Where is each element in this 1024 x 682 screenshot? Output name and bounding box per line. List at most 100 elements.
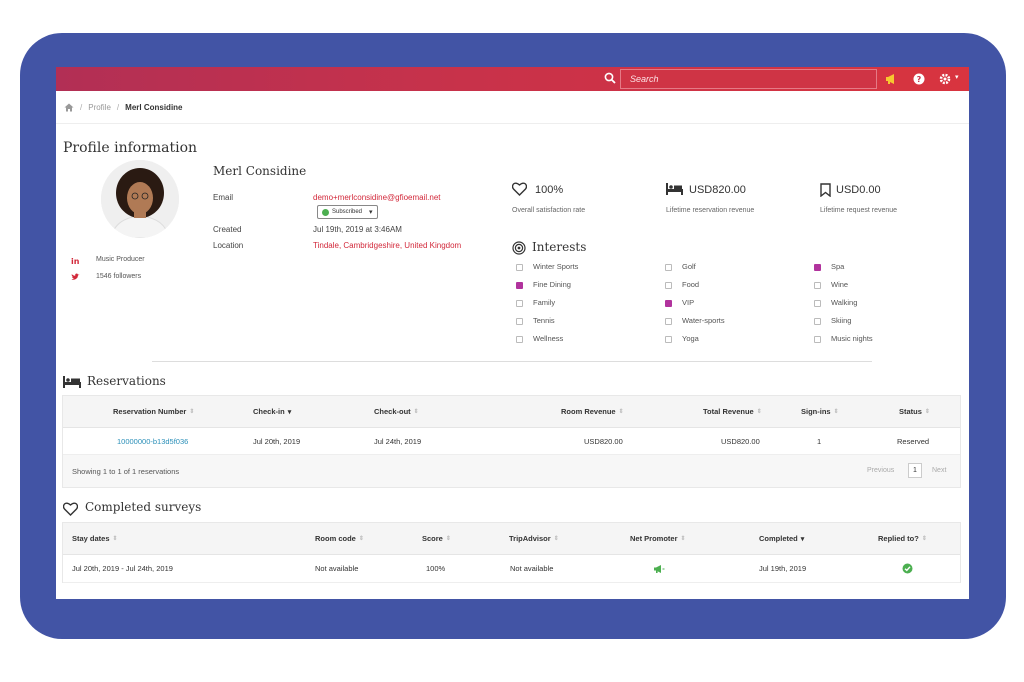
interest-item[interactable]: Golf [665,262,696,271]
status-dot [322,208,329,216]
interest-item[interactable]: Tennis [516,316,555,325]
stat-reservation-label: Lifetime reservation revenue [666,207,755,214]
interest-checkbox[interactable] [516,281,523,289]
table-footer: Showing 1 to 1 of 1 reservations Previou… [63,455,960,487]
help-icon[interactable]: ? [912,72,926,86]
col-tripadvisor[interactable]: TripAdvisor ⇕ [509,534,559,543]
reservation-number-link[interactable]: 10000000-b13d5f036 [117,436,189,446]
pagination-previous[interactable]: Previous [867,467,895,474]
reservations-table: Reservation Number ⇕ Check-in ▾ Check-out ⇕… [62,395,961,488]
table-row[interactable]: 10000000-b13d5f036 Jul 20th, 2019 Jul 24… [63,428,960,455]
col-stay-dates[interactable]: Stay dates ⇕ [72,534,118,543]
search-icon[interactable] [604,72,616,84]
gear-icon[interactable] [938,72,952,86]
interest-checkbox[interactable] [516,317,523,325]
col-reservation-number[interactable]: Reservation Number ⇕ [113,407,195,416]
replied-cell [902,555,913,582]
interest-checkbox[interactable] [665,263,672,271]
profile-section-title: Profile information [63,140,198,156]
interest-label: Golf [682,262,696,271]
interest-checkbox[interactable] [665,335,672,343]
interest-checkbox[interactable] [814,281,821,289]
interest-label: Fine Dining [533,280,571,289]
linkedin-icon[interactable]: in [71,256,80,265]
interest-item[interactable]: Wine [814,280,848,289]
col-score[interactable]: Score ⇕ [422,534,451,543]
breadcrumb-profile[interactable]: Profile [88,102,111,112]
profile-name: Merl Considine [213,164,307,178]
interest-checkbox[interactable] [665,281,672,289]
interest-label: Winter Sports [533,262,579,271]
table-header: Reservation Number ⇕ Check-in ▾ Check-out ⇕… [63,396,960,428]
col-completed[interactable]: Completed ▾ [759,534,805,543]
col-room-code[interactable]: Room code ⇕ [315,534,364,543]
interest-item[interactable]: Yoga [665,334,699,343]
subscription-dropdown[interactable]: Subscribed ▾ [317,205,378,219]
stat-request-value: USD0.00 [836,184,881,196]
pagination-page[interactable]: 1 [908,463,922,478]
megaphone-icon[interactable] [884,72,898,86]
col-check-out[interactable]: Check-out ⇕ [374,407,419,416]
twitter-followers: 1546 followers [96,273,142,280]
bed-icon [666,183,683,195]
home-icon[interactable] [64,103,74,112]
twitter-icon[interactable] [71,273,80,281]
interests-title: Interests [532,240,587,254]
interest-item[interactable]: Skiing [814,316,851,325]
interest-label: Walking [831,298,858,307]
interest-checkbox[interactable] [665,317,672,325]
interest-checkbox[interactable] [516,335,523,343]
interest-item[interactable]: Fine Dining [516,280,571,289]
interest-item[interactable]: VIP [665,298,694,307]
score-cell: 100% [426,564,446,573]
linkedin-headline: Music Producer [96,256,145,263]
email-value[interactable]: demo+merlconsidine@gfioemail.net [313,193,441,202]
interest-label: VIP [682,298,695,307]
interest-checkbox[interactable] [516,263,523,271]
check-in-cell: Jul 20th, 2019 [253,436,301,446]
table-row[interactable]: Jul 20th, 2019 - Jul 24th, 2019 Not avai… [63,555,960,583]
interest-item[interactable]: Spa [814,262,844,271]
interest-label: Spa [831,262,845,271]
stat-request-label: Lifetime request revenue [820,207,898,214]
surveys-table: Stay dates ⇕ Room code ⇕ Score ⇕ TripAdviso… [62,522,961,583]
interest-item[interactable]: Food [665,280,699,289]
col-room-revenue[interactable]: Room Revenue ⇕ [561,407,624,416]
interest-item[interactable]: Winter Sports [516,262,578,271]
breadcrumb: / Profile / Merl Considine [56,91,969,124]
interest-checkbox[interactable] [814,299,821,307]
interest-checkbox[interactable] [814,317,821,325]
interest-item[interactable]: Music nights [814,334,873,343]
col-replied[interactable]: Replied to? ⇕ [878,534,927,543]
interest-checkbox[interactable] [665,299,672,307]
pagination-next[interactable]: Next [932,467,947,474]
location-value[interactable]: Tindale, Cambridgeshire, United Kingdom [313,241,462,250]
col-total-revenue[interactable]: Total Revenue ⇕ [703,407,762,416]
sign-ins-cell: 1 [817,436,822,446]
surveys-title: Completed surveys [85,500,202,514]
interest-checkbox[interactable] [814,263,821,271]
col-net-promoter[interactable]: Net Promoter ⇕ [630,534,686,543]
interest-checkbox[interactable] [814,335,821,343]
interest-item[interactable]: Water-sports [665,316,725,325]
chevron-down-icon: ▾ [369,209,373,216]
chevron-down-icon[interactable]: ▾ [955,74,959,81]
table-header: Stay dates ⇕ Room code ⇕ Score ⇕ TripAdviso… [63,523,960,555]
svg-text:in: in [71,257,80,265]
col-status[interactable]: Status ⇕ [899,407,930,416]
interest-item[interactable]: Wellness [516,334,563,343]
created-label: Created [213,225,242,234]
col-check-in[interactable]: Check-in ▾ [253,407,292,416]
col-sign-ins[interactable]: Sign-ins ⇕ [801,407,839,416]
status-cell: Reserved [897,436,930,446]
interest-label: Wellness [533,334,564,343]
search-input[interactable] [620,69,877,89]
table-info: Showing 1 to 1 of 1 reservations [72,466,180,476]
check-circle-icon [902,563,913,574]
interest-checkbox[interactable] [516,299,523,307]
total-revenue-cell: USD820.00 [721,436,760,446]
interest-label: Wine [831,280,849,289]
breadcrumb-current: Merl Considine [125,102,183,112]
interest-item[interactable]: Family [516,298,555,307]
interest-item[interactable]: Walking [814,298,857,307]
